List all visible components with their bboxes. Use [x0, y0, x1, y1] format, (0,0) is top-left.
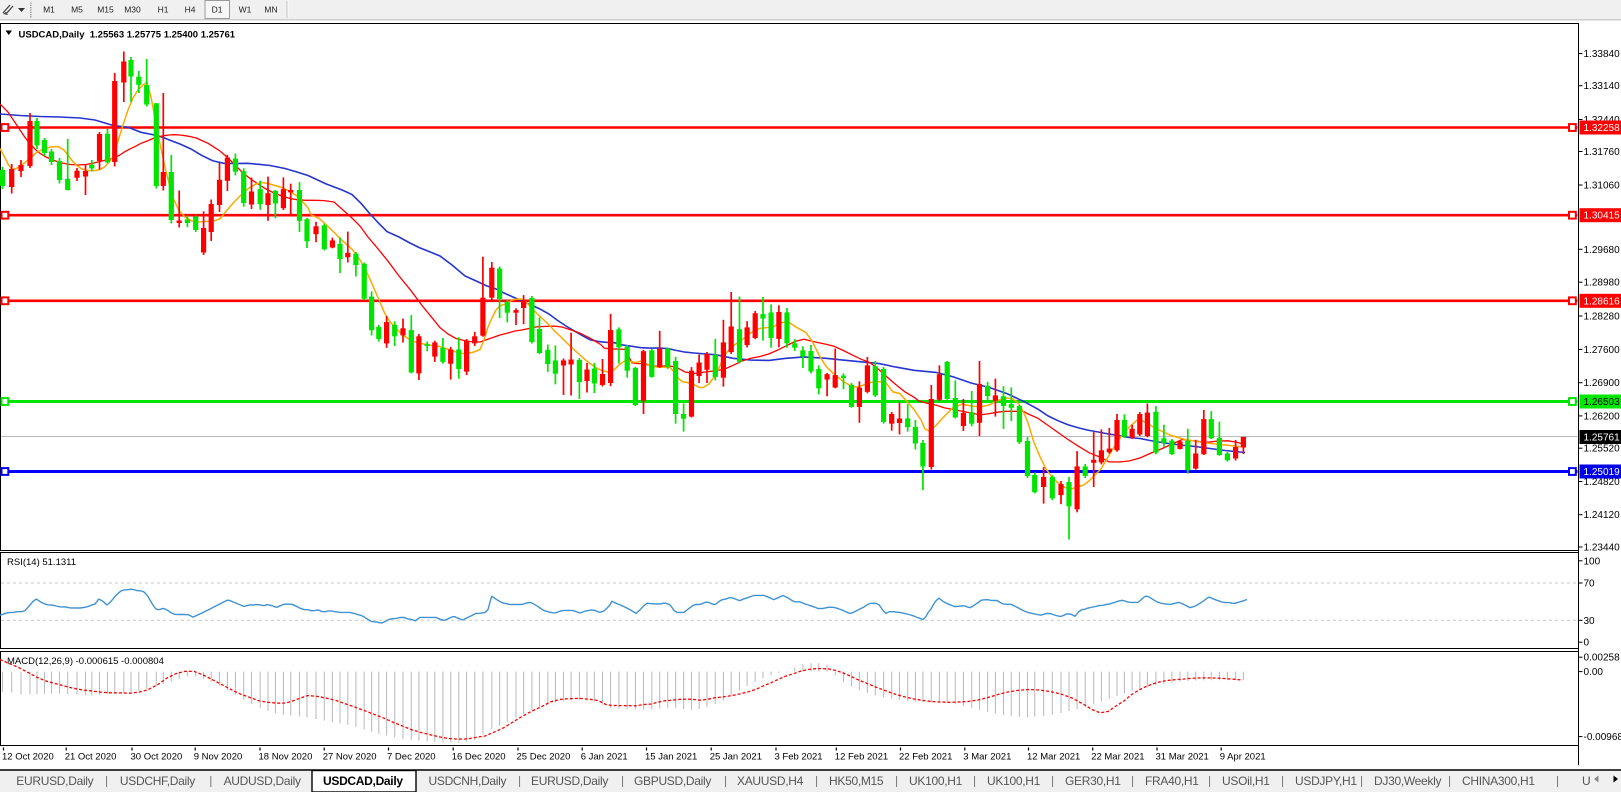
svg-text:USDCAD,Daily: USDCAD,Daily: [323, 774, 403, 788]
svg-text:H4: H4: [185, 5, 196, 15]
svg-text:1.26200: 1.26200: [1584, 411, 1621, 422]
svg-text:|: |: [1051, 774, 1054, 788]
svg-text:FRA40,H1: FRA40,H1: [1145, 774, 1199, 788]
svg-text:|: |: [105, 774, 108, 788]
svg-text:UK100,H1: UK100,H1: [987, 774, 1041, 788]
svg-text:1.26900: 1.26900: [1584, 378, 1621, 389]
svg-text:1.28280: 1.28280: [1584, 312, 1621, 323]
svg-text:15 Jan 2021: 15 Jan 2021: [645, 752, 697, 763]
svg-text:6 Jan 2021: 6 Jan 2021: [581, 752, 628, 763]
svg-text:22 Feb 2021: 22 Feb 2021: [899, 752, 952, 763]
svg-text:M5: M5: [71, 5, 83, 15]
svg-text:H1: H1: [158, 5, 169, 15]
svg-text:1.24820: 1.24820: [1584, 477, 1621, 488]
svg-text:EURUSD,Daily: EURUSD,Daily: [531, 774, 608, 788]
svg-text:9 Apr 2021: 9 Apr 2021: [1220, 752, 1266, 763]
svg-text:1.28980: 1.28980: [1584, 278, 1621, 289]
svg-text:MN: MN: [264, 5, 277, 15]
svg-text:27 Nov 2020: 27 Nov 2020: [323, 752, 377, 763]
svg-text:12 Feb 2021: 12 Feb 2021: [835, 752, 888, 763]
svg-text:CHINA300,H1: CHINA300,H1: [1462, 774, 1535, 788]
svg-text:|: |: [1281, 774, 1284, 788]
svg-text:21 Oct 2020: 21 Oct 2020: [65, 752, 117, 763]
svg-text:12 Mar 2021: 12 Mar 2021: [1027, 752, 1080, 763]
svg-text:1.29680: 1.29680: [1584, 245, 1621, 256]
svg-text:|: |: [1360, 774, 1363, 788]
svg-text:|: |: [518, 774, 521, 788]
svg-text:W1: W1: [239, 5, 252, 15]
svg-text:|: |: [1448, 774, 1451, 788]
svg-text:|: |: [895, 774, 898, 788]
svg-text:USDCNH,Daily: USDCNH,Daily: [429, 774, 507, 788]
svg-text:1.30415: 1.30415: [1584, 211, 1621, 222]
svg-text:AUDUSD,Daily: AUDUSD,Daily: [224, 774, 301, 788]
svg-text:1.31060: 1.31060: [1584, 181, 1621, 192]
svg-text:USDCHF,Daily: USDCHF,Daily: [120, 774, 195, 788]
svg-text:0.00: 0.00: [1584, 667, 1604, 678]
svg-text:MACD(12,26,9) -0.000615 -0.000: MACD(12,26,9) -0.000615 -0.000804: [7, 656, 164, 667]
svg-text:1.24120: 1.24120: [1584, 510, 1621, 521]
svg-text:18 Nov 2020: 18 Nov 2020: [259, 752, 313, 763]
svg-text:|: |: [973, 774, 976, 788]
svg-text:|: |: [621, 774, 624, 788]
svg-text:1.28616: 1.28616: [1584, 296, 1621, 307]
svg-text:GER30,H1: GER30,H1: [1065, 774, 1121, 788]
svg-text:0: 0: [1584, 638, 1590, 649]
svg-text:|: |: [1208, 774, 1211, 788]
svg-text:1.33140: 1.33140: [1584, 81, 1621, 92]
svg-text:30: 30: [1584, 616, 1596, 627]
svg-text:100: 100: [1584, 556, 1601, 567]
svg-text:GBPUSD,Daily: GBPUSD,Daily: [634, 774, 711, 788]
svg-text:|: |: [724, 774, 727, 788]
svg-text:RSI(14) 51.1311: RSI(14) 51.1311: [7, 557, 76, 568]
svg-text:USOil,H1: USOil,H1: [1222, 774, 1270, 788]
svg-text:3 Feb 2021: 3 Feb 2021: [775, 752, 823, 763]
svg-text:1.31760: 1.31760: [1584, 147, 1621, 158]
svg-text:USDJPY,H1: USDJPY,H1: [1295, 774, 1357, 788]
svg-text:USDCAD,Daily 1.25563 1.25775: USDCAD,Daily 1.25563 1.25775 1.25400 1.2…: [19, 30, 236, 41]
svg-text:16 Dec 2020: 16 Dec 2020: [452, 752, 506, 763]
svg-text:1.23440: 1.23440: [1584, 543, 1621, 554]
svg-text:EURUSD,Daily: EURUSD,Daily: [16, 774, 93, 788]
svg-text:|: |: [209, 774, 212, 788]
svg-text:1.27600: 1.27600: [1584, 345, 1621, 356]
svg-text:30 Oct 2020: 30 Oct 2020: [131, 752, 183, 763]
svg-text:0.00258: 0.00258: [1584, 653, 1621, 664]
svg-text:1.25019: 1.25019: [1584, 467, 1621, 478]
svg-text:3 Mar 2021: 3 Mar 2021: [963, 752, 1011, 763]
svg-text:UK100,H1: UK100,H1: [909, 774, 963, 788]
svg-text:|: |: [1556, 774, 1559, 788]
svg-text:1.26503: 1.26503: [1584, 397, 1621, 408]
svg-text:12 Oct 2020: 12 Oct 2020: [2, 752, 54, 763]
svg-text:M15: M15: [97, 5, 114, 15]
svg-text:1.32258: 1.32258: [1584, 123, 1621, 134]
svg-text:9 Nov 2020: 9 Nov 2020: [194, 752, 243, 763]
svg-text:U: U: [1582, 774, 1590, 788]
svg-text:M1: M1: [43, 5, 55, 15]
svg-text:25 Dec 2020: 25 Dec 2020: [517, 752, 571, 763]
svg-text:1.33840: 1.33840: [1584, 49, 1621, 60]
svg-text:7 Dec 2020: 7 Dec 2020: [387, 752, 436, 763]
svg-text:25 Jan 2021: 25 Jan 2021: [710, 752, 762, 763]
svg-text:1.25520: 1.25520: [1584, 444, 1621, 455]
svg-text:DJ30,Weekly: DJ30,Weekly: [1374, 774, 1441, 788]
svg-text:70: 70: [1584, 579, 1596, 590]
svg-text:D1: D1: [212, 5, 223, 15]
svg-text:31 Mar 2021: 31 Mar 2021: [1156, 752, 1209, 763]
svg-text:1.25761: 1.25761: [1584, 433, 1621, 444]
svg-text:|: |: [815, 774, 818, 788]
svg-text:|: |: [1131, 774, 1134, 788]
svg-text:XAUUSD,H4: XAUUSD,H4: [737, 774, 804, 788]
svg-text:M30: M30: [124, 5, 141, 15]
svg-text:HK50,M15: HK50,M15: [829, 774, 884, 788]
svg-text:22 Mar 2021: 22 Mar 2021: [1091, 752, 1144, 763]
svg-text:-0.009687: -0.009687: [1584, 732, 1621, 743]
